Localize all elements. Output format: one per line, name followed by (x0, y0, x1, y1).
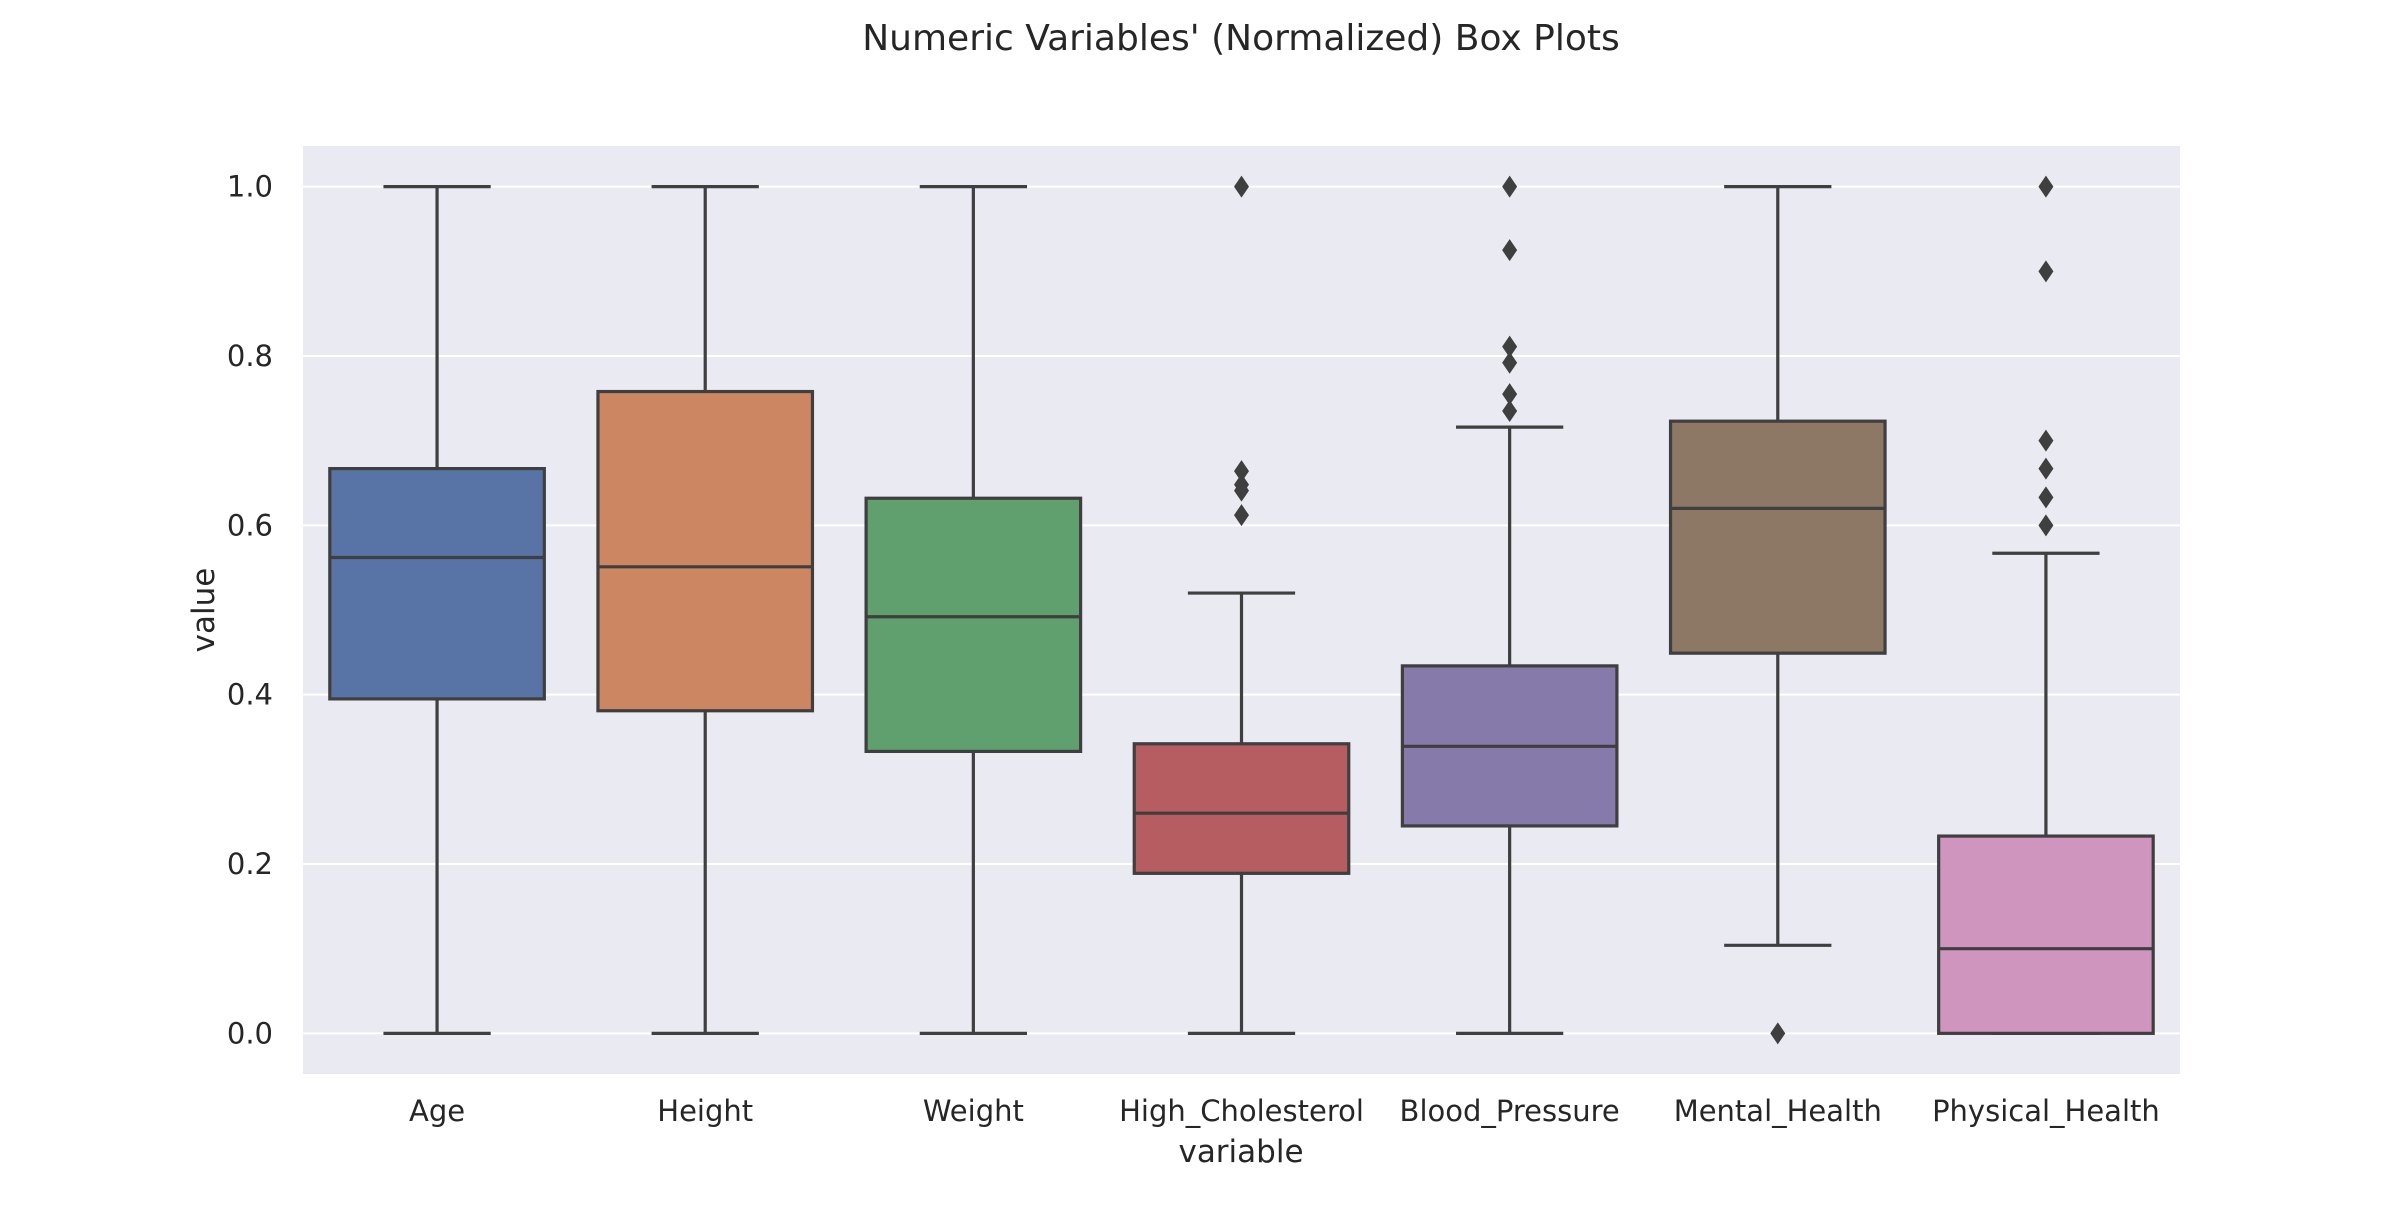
chart-title: Numeric Variables' (Normalized) Box Plot… (862, 18, 1620, 59)
box-Mental_Health (1668, 185, 1887, 1045)
outlier-point (1234, 504, 1249, 527)
iqr-box (328, 466, 546, 701)
box-Blood_Pressure (1400, 175, 1619, 1035)
x-tick-label: Height (657, 1094, 753, 1128)
x-tick-label: High_Cholesterol (1119, 1094, 1364, 1128)
outlier-point (1502, 351, 1518, 374)
y-tick-label: 0.6 (227, 508, 273, 542)
outlier-point (2038, 514, 2054, 537)
y-tick-label: 0.4 (227, 678, 273, 712)
y-tick-label: 0.8 (227, 339, 273, 373)
outlier-point (2038, 175, 2054, 198)
outlier-point (1770, 1022, 1786, 1045)
outlier-point (1502, 335, 1518, 358)
outlier-point (2038, 486, 2054, 509)
box-series (328, 175, 2155, 1045)
box-Height (596, 185, 815, 1035)
y-tick-label: 0.2 (227, 847, 273, 881)
outlier-point (1234, 460, 1249, 483)
y-tick-label: 1.0 (227, 170, 273, 204)
box-High_Cholesterol (1132, 175, 1351, 1035)
outlier-point (1502, 239, 1518, 262)
outlier-point (1234, 473, 1249, 496)
x-tick-label: Physical_Health (1932, 1094, 2160, 1128)
box-Age (328, 185, 546, 1035)
outlier-point (2038, 260, 2054, 283)
x-axis-ticks: Age Height Weight High_Cholesterol Blood_Pre… (409, 1094, 2160, 1128)
iqr-box (1668, 419, 1887, 655)
iqr-box (1132, 742, 1351, 875)
outlier-point (2038, 429, 2054, 452)
y-axis-label: value (186, 568, 222, 653)
y-axis-ticks: 0.0 0.2 0.4 0.6 0.8 1.0 (227, 170, 273, 1051)
box-Weight (864, 185, 1083, 1035)
iqr-box (864, 496, 1083, 754)
x-tick-label: Weight (923, 1094, 1024, 1128)
x-tick-label: Mental_Health (1674, 1094, 1882, 1128)
outlier-point (1502, 400, 1518, 423)
x-tick-label: Blood_Pressure (1400, 1094, 1620, 1128)
iqr-box (1937, 834, 2155, 1035)
outlier-point (1502, 383, 1518, 406)
outlier-point (1234, 175, 1249, 198)
y-tick-label: 0.0 (227, 1016, 273, 1050)
x-axis-label: variable (1178, 1134, 1303, 1170)
x-tick-label: Age (409, 1094, 465, 1128)
outlier-point (1502, 175, 1518, 198)
iqr-box (596, 389, 815, 713)
outlier-point (2038, 457, 2054, 480)
box-Physical_Health (1937, 175, 2155, 1035)
